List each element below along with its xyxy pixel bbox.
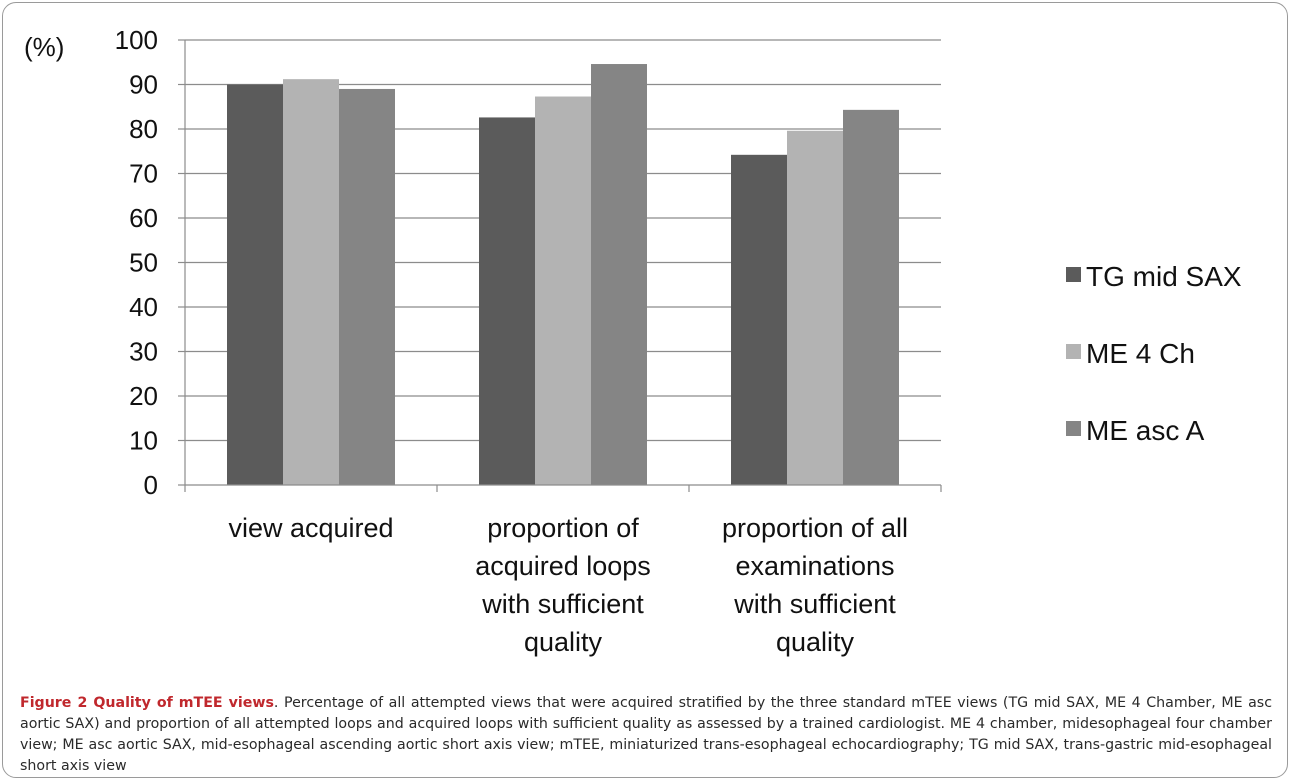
bars [227,64,899,486]
figure-caption: Figure 2 Quality of mTEE views. Percenta… [20,693,1272,777]
y-tick-label: 70 [129,159,158,189]
y-tick-label: 40 [129,292,158,322]
x-category-label: with sufficient [733,589,896,619]
caption-title: Figure 2 Quality of mTEE views [20,695,274,711]
x-category-labels: view acquired proportion of acquired loops… [228,513,908,657]
legend-swatch [1066,421,1081,436]
legend-label: ME 4 Ch [1086,338,1195,369]
x-category-label: proportion of all [722,513,908,543]
bar-me-asc-a-1 [591,64,647,485]
y-tick-label: 50 [129,248,158,278]
x-category-label: view acquired [228,513,393,543]
bar-tg-mid-sax-0 [227,84,283,485]
y-tick-label: 90 [129,70,158,100]
axes [178,39,942,492]
legend-swatch [1066,344,1081,359]
y-tick-label: 100 [115,25,158,55]
bar-me-asc-a-2 [843,109,899,486]
y-tick-label: 30 [129,337,158,367]
y-tick-label: 0 [144,470,158,500]
y-axis-label: (%) [24,32,64,62]
bar-chart: 0 10 20 30 40 50 60 70 80 90 100 view acquired prop… [24,25,1242,657]
y-tick-label: 60 [129,203,158,233]
bar-me-4-ch-2 [787,130,843,485]
y-tick-label: 10 [129,426,158,456]
legend-label: TG mid SAX [1086,261,1242,292]
x-category-label: proportion of [487,513,639,543]
y-tick-label: 80 [129,114,158,144]
bar-me-4-ch-1 [535,96,591,485]
bar-tg-mid-sax-1 [479,117,535,486]
bar-me-asc-a-0 [339,88,395,485]
x-category-label: with sufficient [481,589,644,619]
bar-tg-mid-sax-2 [731,154,787,485]
y-tick-labels: 0 10 20 30 40 50 60 70 80 90 100 [115,25,158,500]
x-category-label: quality [776,627,855,657]
caption-text: . Percentage of all attempted views that… [20,695,1273,774]
bar-me-4-ch-0 [283,79,339,485]
legend-label: ME asc A [1086,415,1205,446]
x-category-label: quality [524,627,603,657]
y-tick-label: 20 [129,381,158,411]
x-category-label: examinations [735,551,894,581]
legend-swatch [1066,267,1081,282]
legend: TG mid SAX ME 4 Ch ME asc A [1066,261,1242,446]
x-category-label: acquired loops [475,551,651,581]
